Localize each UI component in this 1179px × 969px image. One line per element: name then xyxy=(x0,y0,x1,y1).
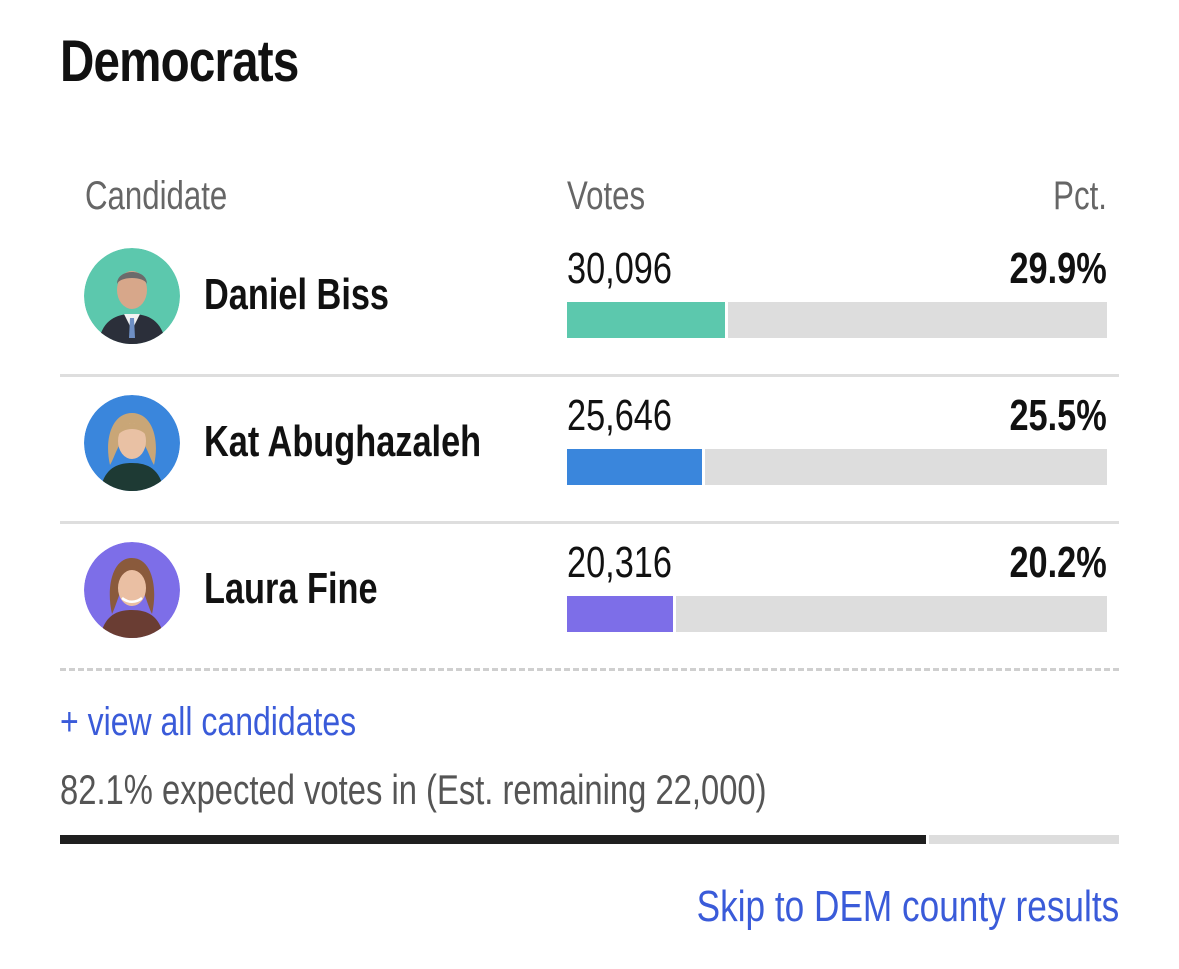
header-candidate: Candidate xyxy=(85,174,228,218)
candidate-pct: 29.9% xyxy=(1009,244,1107,293)
candidate-pct: 20.2% xyxy=(1009,538,1107,587)
vote-bar-track xyxy=(567,302,1107,338)
candidate-avatar xyxy=(84,395,180,491)
expected-votes-text: 82.1% expected votes in (Est. remaining … xyxy=(60,766,767,813)
vote-bar-fill xyxy=(567,302,728,338)
results-table: Candidate Votes Pct. Daniel Biss 30,096 xyxy=(60,170,1119,671)
candidate-row: Kat Abughazaleh 25,646 25.5% xyxy=(60,377,1119,524)
candidate-name: Kat Abughazaleh xyxy=(204,417,482,466)
candidate-avatar xyxy=(84,248,180,344)
candidate-votes: 30,096 xyxy=(567,244,672,293)
vote-bar-fill xyxy=(567,449,705,485)
vote-bar-track xyxy=(567,449,1107,485)
candidate-name: Laura Fine xyxy=(204,564,378,613)
candidate-votes: 20,316 xyxy=(567,538,672,587)
header-pct: Pct. xyxy=(1053,174,1107,218)
header-votes: Votes xyxy=(567,174,646,218)
skip-to-county-results-link[interactable]: Skip to DEM county results xyxy=(696,882,1119,931)
vote-bar-fill xyxy=(567,596,676,632)
table-header: Candidate Votes Pct. xyxy=(60,170,1119,230)
candidate-pct: 25.5% xyxy=(1009,391,1107,440)
candidate-avatar xyxy=(84,542,180,638)
page-title: Democrats xyxy=(60,29,299,94)
candidate-name: Daniel Biss xyxy=(204,270,390,319)
expected-votes-progress-fill xyxy=(60,835,929,844)
expected-votes-progress-track xyxy=(60,835,1119,844)
view-all-candidates-link[interactable]: + view all candidates xyxy=(60,700,357,744)
vote-bar-track xyxy=(567,596,1107,632)
candidate-votes: 25,646 xyxy=(567,391,672,440)
candidate-row: Daniel Biss 30,096 29.9% xyxy=(60,230,1119,377)
candidate-row: Laura Fine 20,316 20.2% xyxy=(60,524,1119,671)
